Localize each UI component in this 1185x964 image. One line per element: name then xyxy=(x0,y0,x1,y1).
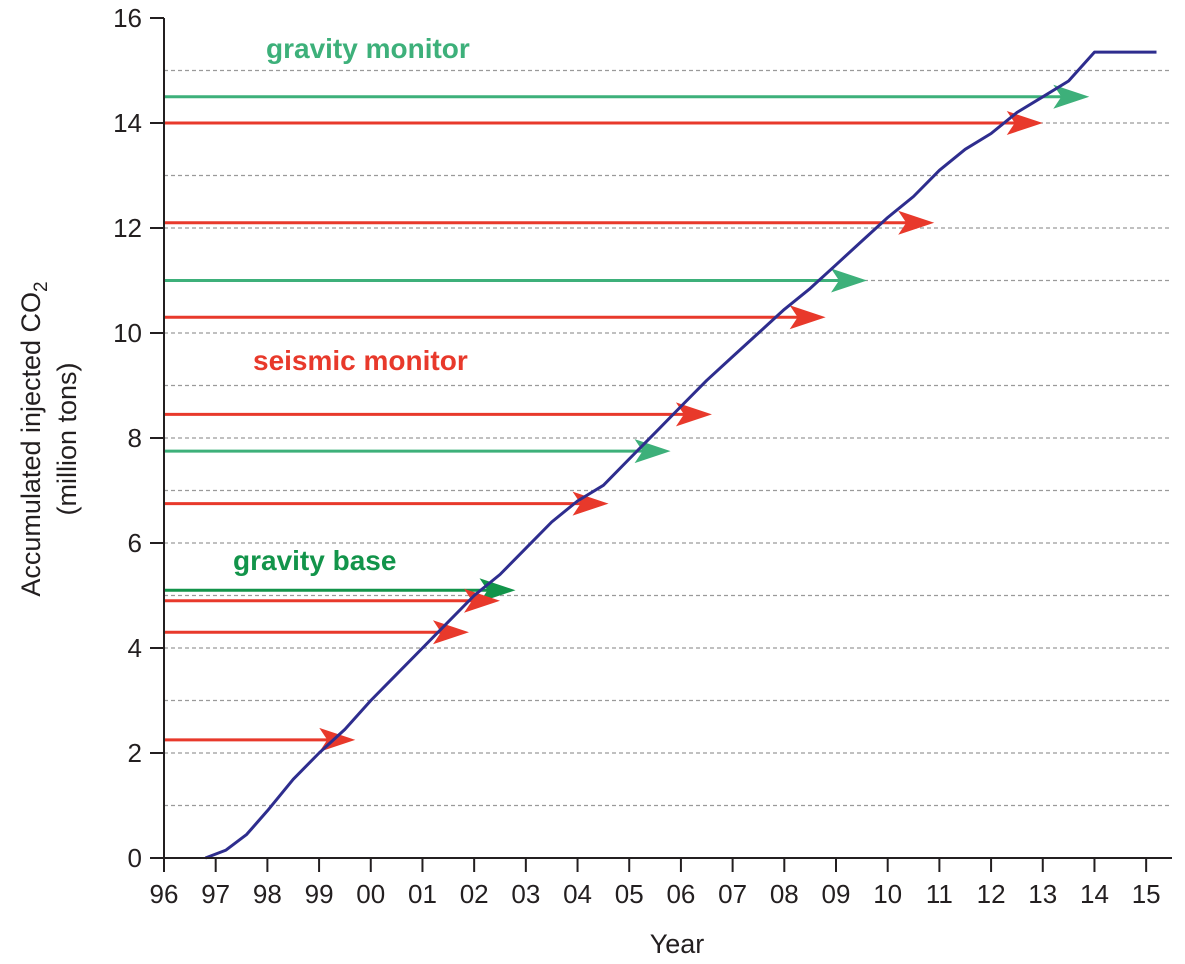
y-tick-label: 6 xyxy=(128,528,142,558)
injection-curve xyxy=(204,50,1157,860)
gravity-base-arrow xyxy=(164,578,516,603)
x-tick-label: 96 xyxy=(150,879,179,909)
y-tick-label: 8 xyxy=(128,423,142,453)
gravity-monitor-label: gravity monitor xyxy=(266,33,470,64)
x-tick-label: 13 xyxy=(1028,879,1057,909)
x-tick-label: 09 xyxy=(822,879,851,909)
x-tick-label: 11 xyxy=(926,879,953,909)
y-axis-title: Accumulated injected CO2 (million tons) xyxy=(16,281,82,596)
seismic-arrow xyxy=(164,402,712,427)
gravity-monitor-arrow xyxy=(164,84,1090,109)
x-tick-label: 06 xyxy=(666,879,695,909)
x-tick-label: 07 xyxy=(718,879,747,909)
x-tick-label: 00 xyxy=(356,879,385,909)
seismic-arrow xyxy=(164,491,609,516)
arrow-head xyxy=(831,268,868,293)
y-tick-label: 12 xyxy=(113,213,142,243)
x-tick-label: 02 xyxy=(460,879,489,909)
x-tick-label: 97 xyxy=(201,879,230,909)
gravity-monitor-arrow xyxy=(164,439,671,464)
injection-curve-layer xyxy=(204,50,1157,860)
seismic-arrow xyxy=(164,210,935,235)
gravity-base-label: gravity base xyxy=(233,545,396,576)
arrow-head xyxy=(789,305,826,330)
x-tick-label: 98 xyxy=(253,879,282,909)
seismic-arrow xyxy=(164,620,469,645)
arrow-head xyxy=(675,402,712,427)
y-tick-label: 10 xyxy=(113,318,142,348)
seismic-arrow xyxy=(164,588,500,613)
y-tick-label: 16 xyxy=(113,3,142,33)
x-tick-label: 04 xyxy=(563,879,592,909)
y-tick-label: 2 xyxy=(128,738,142,768)
x-axis-ticks: 96 97 98 99 00 01 02 03 04 05 06 07 08 09 10 11 12 13 14 15 xyxy=(150,858,1161,909)
x-tick-label: 14 xyxy=(1080,879,1109,909)
x-tick-label: 10 xyxy=(873,879,902,909)
y-axis-ticks: 0 2 4 6 8 10 12 14 16 xyxy=(113,3,164,873)
arrow-head xyxy=(1053,84,1090,109)
gridlines xyxy=(164,69,1172,807)
x-tick-label: 01 xyxy=(408,879,437,909)
seismic-monitor-label: seismic monitor xyxy=(253,345,468,376)
seismic-arrow xyxy=(164,305,826,330)
svg-text:Accumulated injected CO2: Accumulated injected CO2 xyxy=(16,281,52,596)
y-axis-title-subscript: 2 xyxy=(31,281,52,292)
y-axis-title-main: Accumulated injected CO xyxy=(16,292,46,597)
y-axis-title-units: (million tons) xyxy=(52,362,82,515)
seismic-arrow xyxy=(164,727,356,752)
y-tick-label: 4 xyxy=(128,633,142,663)
gravity-monitor-arrow xyxy=(164,268,868,293)
x-tick-label: 08 xyxy=(770,879,799,909)
y-tick-label: 14 xyxy=(113,108,142,138)
x-tick-label: 99 xyxy=(305,879,334,909)
arrow-head xyxy=(1006,111,1043,135)
arrow-head xyxy=(898,210,935,235)
y-tick-label: 0 xyxy=(128,843,142,873)
x-axis-title: Year xyxy=(650,929,705,959)
x-tick-label: 05 xyxy=(615,879,644,909)
x-tick-label: 15 xyxy=(1132,879,1161,909)
monitoring-arrows xyxy=(164,84,1090,752)
x-tick-label: 12 xyxy=(977,879,1006,909)
seismic-arrow xyxy=(164,111,1043,135)
x-tick-label: 03 xyxy=(511,879,540,909)
